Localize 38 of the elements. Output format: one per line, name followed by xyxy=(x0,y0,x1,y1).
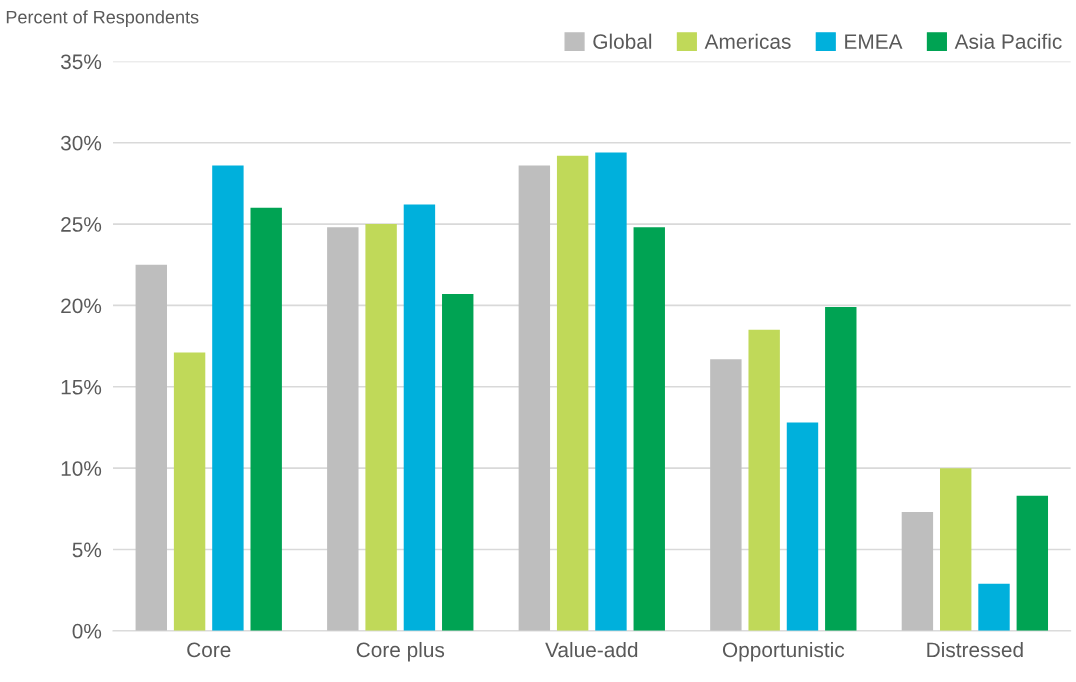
bar xyxy=(442,294,474,631)
y-tick-label: 15% xyxy=(61,379,102,395)
y-tick-label: 5% xyxy=(72,542,102,558)
bar xyxy=(556,155,589,631)
x-tick-label: Distressed xyxy=(927,641,1023,658)
y-tick-label: 35% xyxy=(60,54,102,70)
bar xyxy=(825,307,857,631)
bar xyxy=(633,227,665,631)
bar xyxy=(365,224,397,631)
x-tick-label: Core xyxy=(187,642,231,658)
bar xyxy=(940,468,972,631)
bar xyxy=(748,329,780,631)
bar xyxy=(403,204,436,631)
bar xyxy=(710,359,742,631)
y-tick-label: 30% xyxy=(60,135,102,151)
legend-label: EMEA xyxy=(845,34,903,49)
y-axis-title: Percent of Respondents xyxy=(6,10,199,28)
y-tick-label: 0% xyxy=(72,623,102,639)
bar xyxy=(901,512,934,631)
bar xyxy=(250,207,282,631)
y-tick-label: 20% xyxy=(61,298,102,314)
y-tick-label: 10% xyxy=(61,461,102,476)
bar xyxy=(135,264,167,631)
x-tick-label: Value-add xyxy=(545,641,638,658)
legend-label: Americas xyxy=(704,33,791,49)
bar xyxy=(1016,495,1049,631)
bar xyxy=(978,583,1010,631)
bar xyxy=(212,165,244,631)
x-tick-label: Core plus xyxy=(356,641,445,662)
legend-label: Asia Pacific xyxy=(954,33,1062,49)
bar xyxy=(327,227,359,631)
legend-label: Global xyxy=(593,33,652,49)
bar xyxy=(786,422,819,631)
x-tick-label: Opportunistic xyxy=(722,641,845,662)
bar xyxy=(173,352,206,631)
bar xyxy=(595,152,627,631)
y-tick-label: 25% xyxy=(61,217,102,232)
bar xyxy=(518,165,551,631)
